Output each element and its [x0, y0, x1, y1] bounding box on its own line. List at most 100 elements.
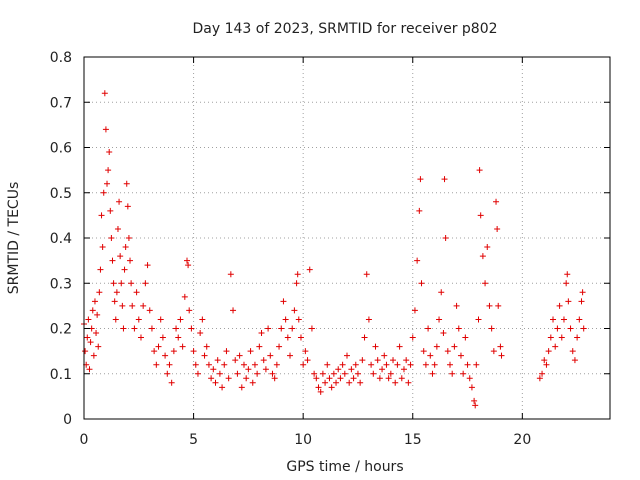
data-point	[90, 352, 97, 359]
grid-lines	[84, 57, 610, 419]
data-point	[212, 379, 219, 386]
data-point	[493, 198, 500, 205]
data-point	[256, 343, 263, 350]
data-point	[276, 343, 283, 350]
data-point	[119, 302, 126, 309]
data-point	[142, 280, 149, 287]
data-point	[105, 167, 112, 174]
data-point	[162, 352, 169, 359]
data-point	[100, 189, 107, 196]
data-point	[429, 370, 436, 377]
data-point	[192, 361, 199, 368]
data-point	[376, 375, 383, 382]
axis-ticks	[83, 56, 610, 420]
data-point	[190, 348, 197, 355]
data-point	[284, 334, 291, 341]
data-point	[223, 348, 230, 355]
data-point	[254, 370, 261, 377]
data-point	[484, 244, 491, 251]
data-point	[580, 325, 587, 332]
data-point	[113, 289, 120, 296]
data-point	[175, 334, 182, 341]
data-point	[127, 257, 134, 264]
data-point	[194, 370, 201, 377]
data-point	[302, 348, 309, 355]
data-point	[425, 325, 432, 332]
data-point	[453, 302, 460, 309]
data-point	[112, 316, 119, 323]
data-point	[129, 302, 136, 309]
data-point	[151, 348, 158, 355]
data-point	[324, 361, 331, 368]
data-point	[170, 348, 177, 355]
data-point	[558, 334, 565, 341]
data-point	[541, 357, 548, 364]
data-point	[494, 225, 501, 232]
data-point	[403, 357, 410, 364]
data-point	[106, 149, 113, 156]
data-point	[418, 280, 425, 287]
data-point	[236, 352, 243, 359]
data-point	[370, 370, 377, 377]
data-point	[118, 280, 125, 287]
data-point	[308, 325, 315, 332]
data-point	[287, 352, 294, 359]
data-point	[405, 379, 412, 386]
data-points	[81, 90, 587, 409]
data-point	[422, 361, 429, 368]
data-point	[398, 375, 405, 382]
data-point	[330, 370, 337, 377]
data-point	[146, 307, 153, 314]
data-point	[144, 262, 151, 269]
data-point	[464, 361, 471, 368]
data-point	[328, 384, 335, 391]
data-point	[545, 348, 552, 355]
data-point	[102, 126, 109, 133]
chart-title: Day 143 of 2023, SRMTID for receiver p80…	[192, 21, 497, 37]
data-point	[319, 370, 326, 377]
data-point	[164, 370, 171, 377]
data-point	[390, 357, 397, 364]
data-point	[153, 361, 160, 368]
data-point	[579, 289, 586, 296]
y-tick-label: 0.7	[50, 95, 72, 111]
y-tick-label: 0.5	[50, 186, 72, 202]
data-point	[365, 316, 372, 323]
data-point	[137, 334, 144, 341]
data-point	[471, 397, 478, 404]
data-point	[297, 334, 304, 341]
data-point	[216, 370, 223, 377]
data-point	[567, 325, 574, 332]
data-point	[490, 348, 497, 355]
data-point	[99, 244, 106, 251]
data-point	[339, 361, 346, 368]
data-point	[498, 352, 505, 359]
data-point	[95, 343, 102, 350]
x-axis-label: GPS time / hours	[286, 459, 403, 475]
data-point	[482, 280, 489, 287]
data-point	[168, 379, 175, 386]
data-point	[497, 343, 504, 350]
data-point	[121, 266, 128, 273]
data-point	[547, 334, 554, 341]
data-point	[201, 352, 208, 359]
data-point	[536, 375, 543, 382]
data-point	[227, 271, 234, 278]
data-point	[431, 361, 438, 368]
data-point	[333, 379, 340, 386]
data-point	[282, 316, 289, 323]
data-point	[335, 366, 342, 373]
data-point	[262, 366, 269, 373]
data-point	[210, 366, 217, 373]
data-point	[322, 379, 329, 386]
data-point	[317, 388, 324, 395]
data-point	[420, 348, 427, 355]
data-point	[278, 325, 285, 332]
data-point	[473, 361, 480, 368]
data-point	[89, 307, 96, 314]
data-point	[179, 343, 186, 350]
data-point	[122, 244, 129, 251]
data-point	[249, 379, 256, 386]
data-point	[306, 266, 313, 273]
data-point	[315, 384, 322, 391]
